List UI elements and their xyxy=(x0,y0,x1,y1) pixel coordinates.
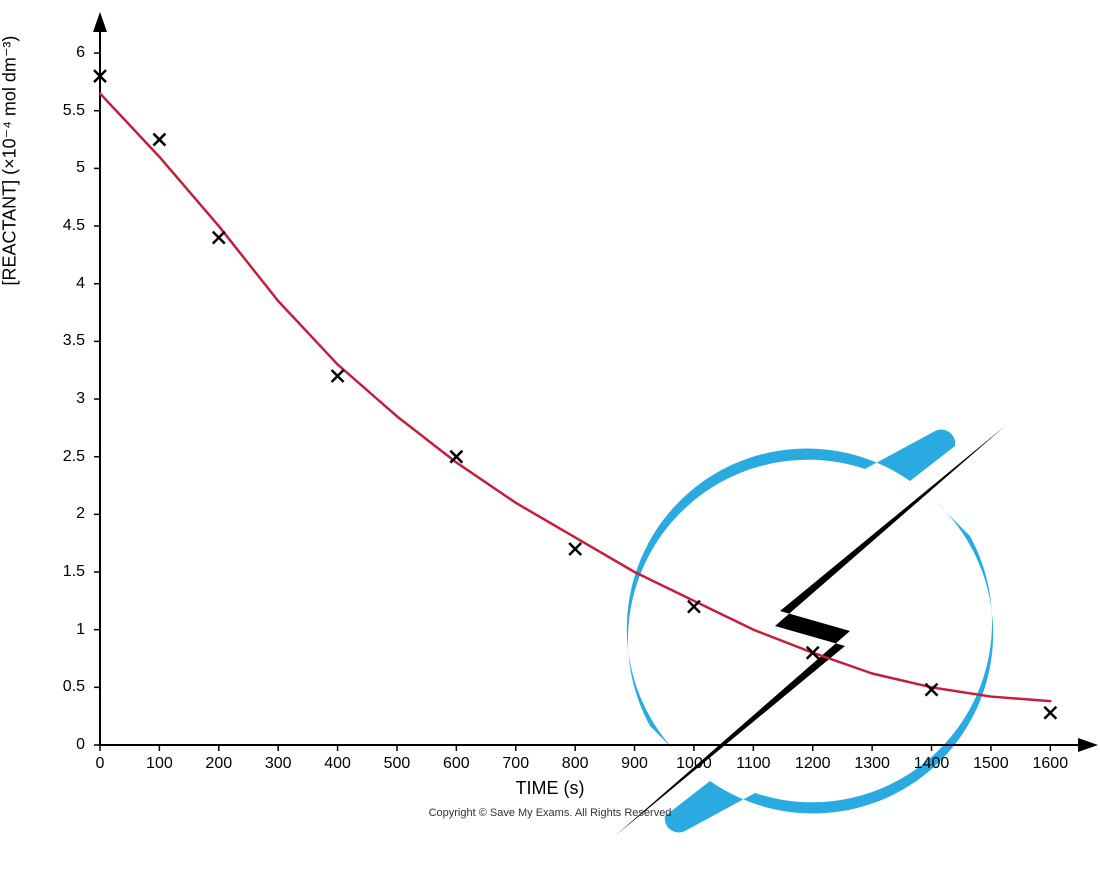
x-tick-label: 1100 xyxy=(736,755,770,773)
y-tick-label: 4 xyxy=(35,275,85,293)
y-tick-label: 6 xyxy=(35,44,85,62)
copyright-text: Copyright © Save My Exams. All Rights Re… xyxy=(429,807,672,819)
y-tick-label: 1.5 xyxy=(35,563,85,581)
y-tick-label: 0.5 xyxy=(35,678,85,696)
y-tick-label: 3 xyxy=(35,390,85,408)
x-tick-label: 1400 xyxy=(914,755,950,773)
x-tick-label: 1000 xyxy=(676,755,712,773)
x-tick-label: 100 xyxy=(146,755,173,773)
x-tick-label: 700 xyxy=(502,755,529,773)
x-tick-label: 1300 xyxy=(854,755,890,773)
x-tick-label: 1500 xyxy=(973,755,1009,773)
x-tick-label: 800 xyxy=(562,755,589,773)
y-tick-label: 0 xyxy=(35,736,85,754)
y-tick-label: 4.5 xyxy=(35,217,85,235)
x-tick-label: 200 xyxy=(205,755,232,773)
x-tick-label: 0 xyxy=(96,755,105,773)
x-tick-label: 300 xyxy=(265,755,292,773)
y-tick-label: 3.5 xyxy=(35,332,85,350)
x-tick-label: 600 xyxy=(443,755,470,773)
y-tick-label: 5 xyxy=(35,159,85,177)
y-tick-label: 1 xyxy=(35,621,85,639)
y-tick-label: 5.5 xyxy=(35,102,85,120)
chart-container: [REACTANT] (×10⁻⁴ mol dm⁻³) TIME (s) Cop… xyxy=(0,0,1100,824)
y-tick-label: 2.5 xyxy=(35,448,85,466)
x-tick-label: 900 xyxy=(621,755,648,773)
x-tick-label: 1200 xyxy=(795,755,831,773)
y-tick-label: 2 xyxy=(35,505,85,523)
y-axis-label: [REACTANT] (×10⁻⁴ mol dm⁻³) xyxy=(0,36,21,286)
x-tick-label: 500 xyxy=(384,755,411,773)
x-tick-label: 400 xyxy=(324,755,351,773)
x-axis-label: TIME (s) xyxy=(516,778,585,799)
x-tick-label: 1600 xyxy=(1033,755,1069,773)
chart-svg xyxy=(0,0,1100,824)
